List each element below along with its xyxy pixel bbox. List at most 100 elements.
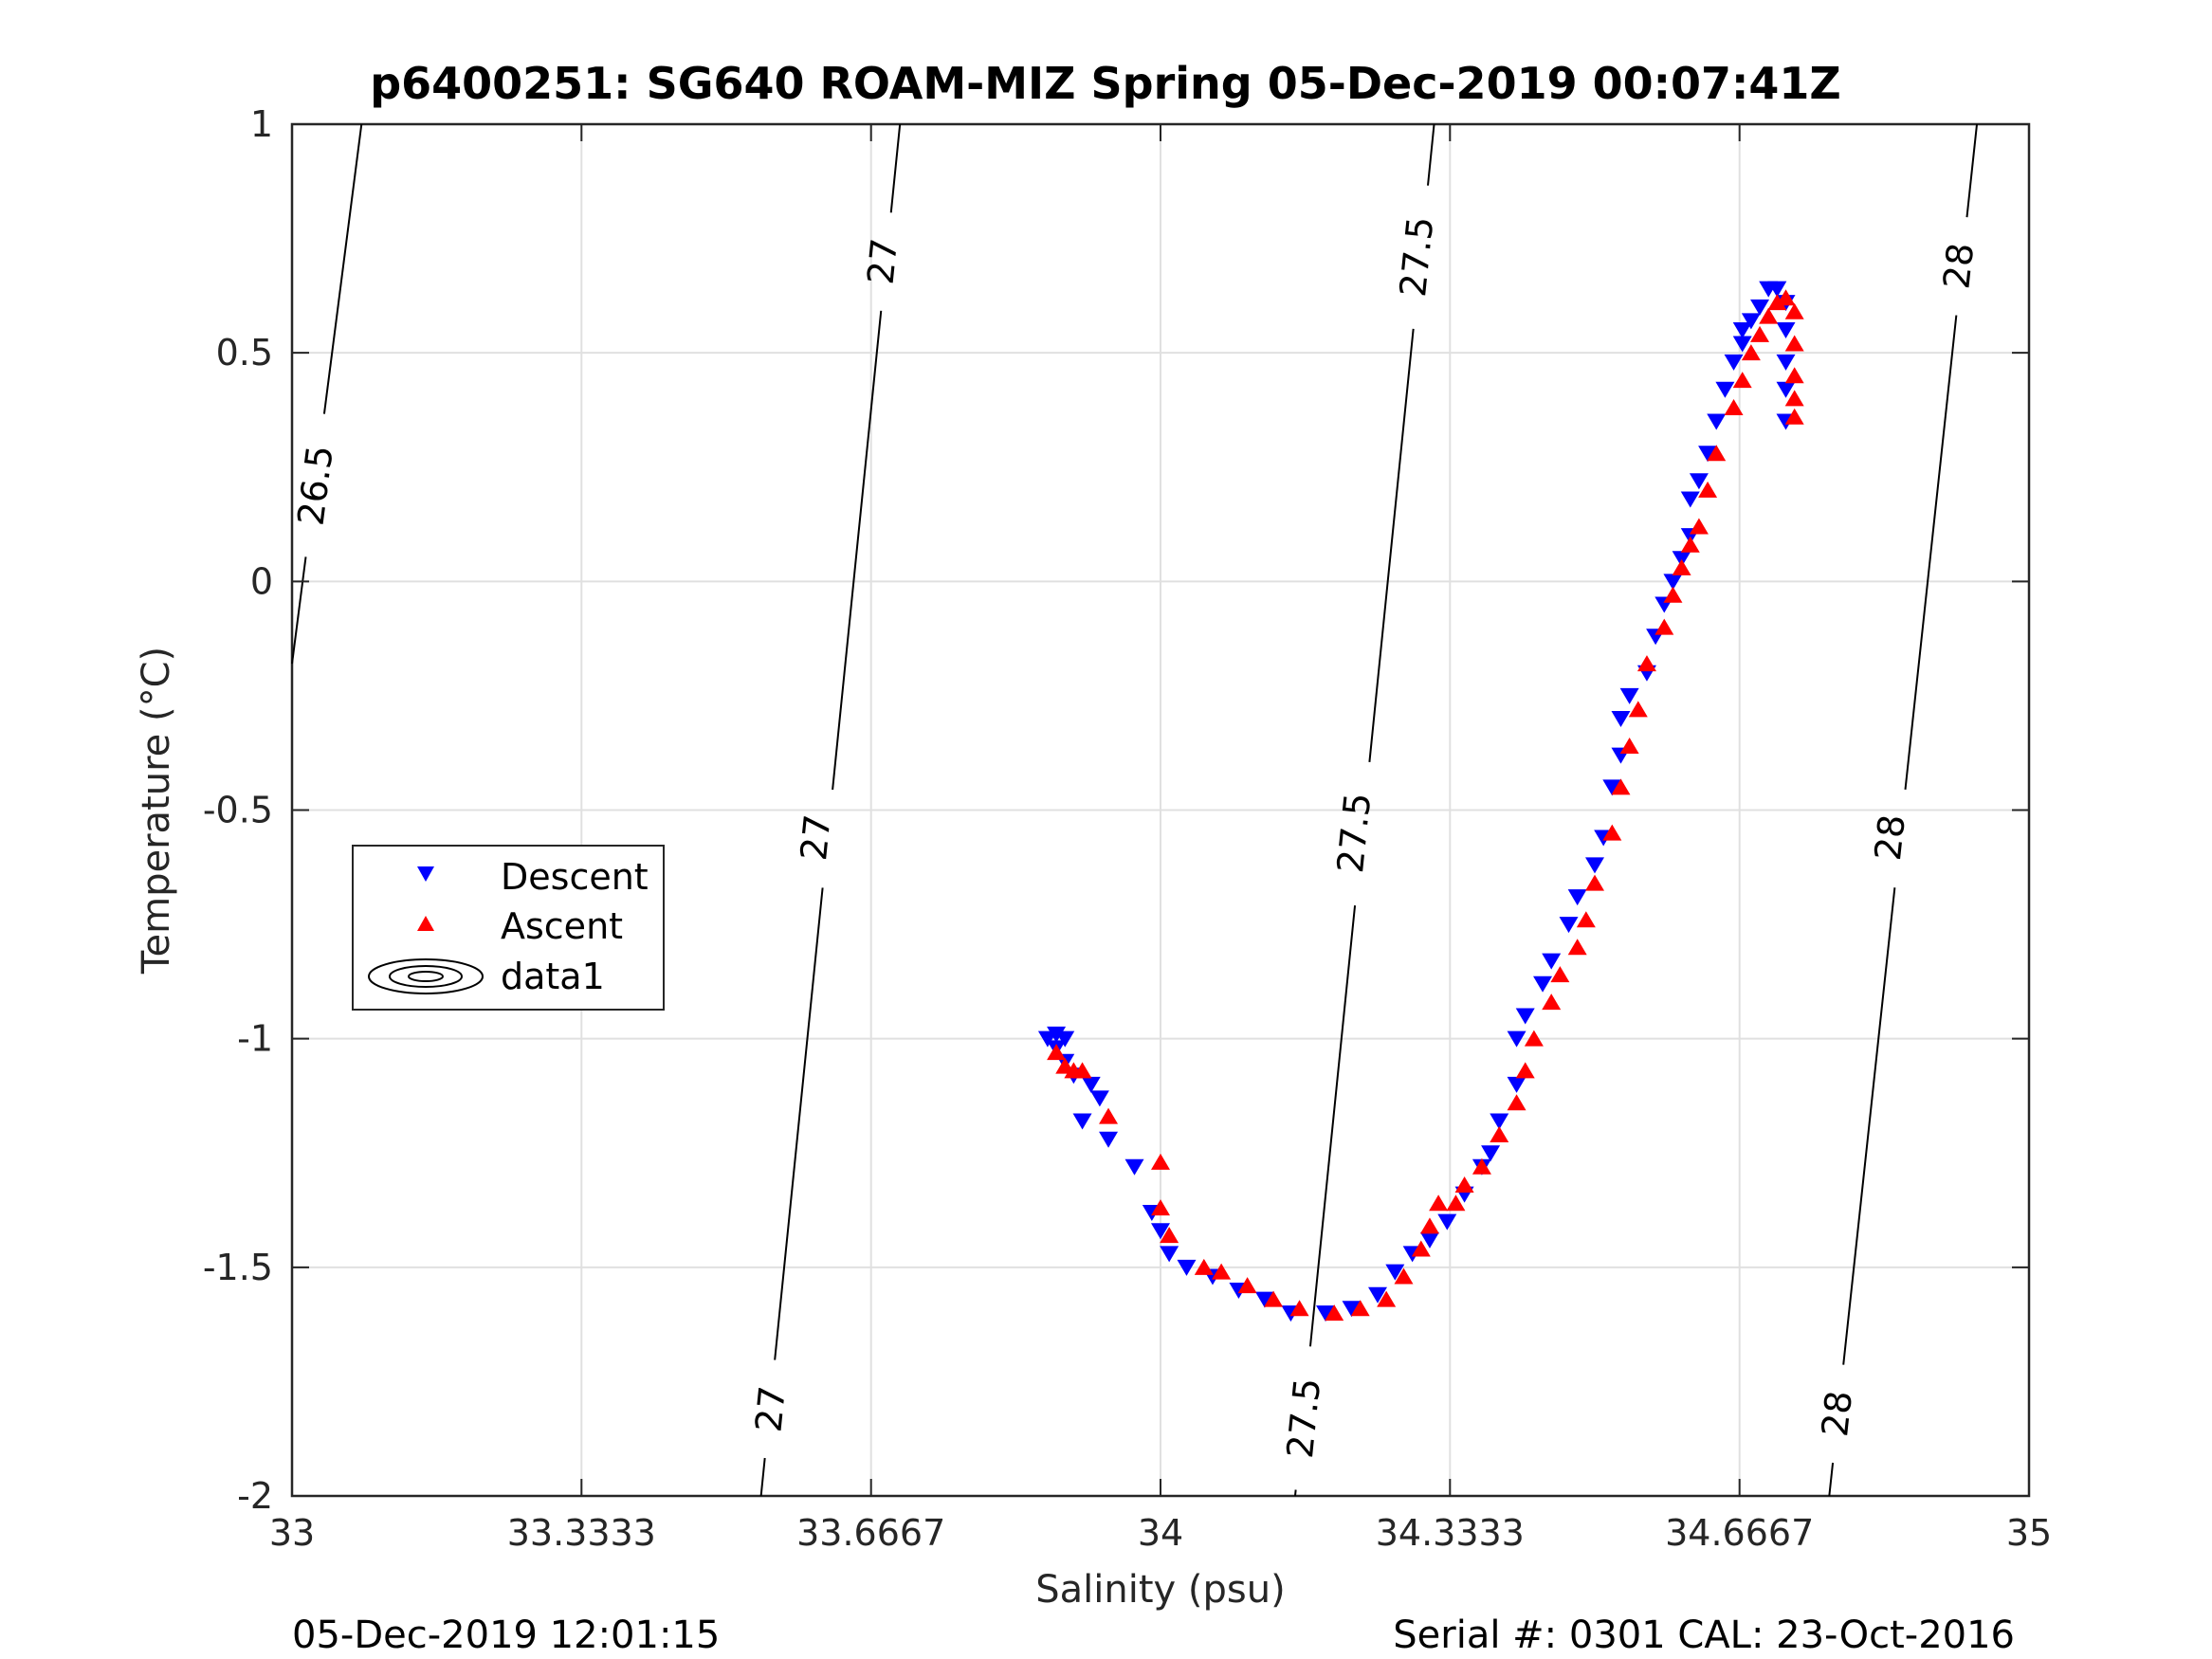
y-tick-label: 0.5 [216, 332, 273, 374]
x-axis-label: Salinity (psu) [1035, 1568, 1285, 1612]
descent-point [1715, 381, 1735, 398]
legend-ascent-label: Ascent [501, 905, 623, 947]
ascent-point [1099, 1107, 1119, 1124]
descent-point [1507, 1030, 1526, 1048]
contour-label: 27 [747, 1384, 794, 1434]
ascent-point [1151, 1199, 1170, 1216]
x-tick-label: 33 [269, 1512, 315, 1554]
ascent-point [1472, 1158, 1491, 1175]
ascent-point [1698, 481, 1718, 498]
ascent-point [1732, 372, 1752, 389]
ascent-point [1377, 1290, 1397, 1307]
ascent-point [1576, 911, 1596, 928]
ascent-point [1602, 824, 1622, 841]
legend-data1-label: data1 [501, 956, 605, 997]
contour-label: 28 [1935, 241, 1982, 291]
ascent-point [1542, 994, 1562, 1011]
descent-point [1567, 889, 1587, 906]
descent-point [1741, 313, 1761, 330]
descent-point [1419, 1231, 1439, 1249]
y-tick-label: -1 [237, 1018, 273, 1060]
descent-point [1663, 574, 1683, 591]
ascent-point [1350, 1300, 1370, 1317]
data-series [1037, 281, 1804, 1322]
ascent-point [1654, 618, 1674, 635]
ascent-point [1585, 874, 1604, 891]
descent-point [1689, 473, 1709, 490]
contour-label: 28 [1867, 812, 1913, 863]
ascent-point [1784, 367, 1804, 384]
contour-line [759, 1457, 766, 1497]
descent-point [1089, 1090, 1109, 1107]
descent-point [1724, 354, 1744, 371]
ascent-point [1784, 408, 1804, 425]
ascent-point [1550, 966, 1570, 983]
footer-timestamp: 05-Dec-2019 12:01:15 [292, 1613, 720, 1657]
descent-point [1151, 1223, 1170, 1240]
ascent-point [1663, 586, 1683, 603]
descent-point [1160, 1246, 1179, 1263]
legend-ascent-marker [417, 916, 434, 931]
y-tick-label: -1.5 [203, 1247, 273, 1288]
ascent-point [1072, 1062, 1092, 1079]
axis-ticks: 33 33.3333 33.6667 34 34.3333 34.6667 35 -2 -1.5… [203, 103, 2052, 1554]
ascent-point [1524, 1030, 1544, 1047]
ascent-point [1429, 1194, 1449, 1212]
descent-point [1481, 1145, 1501, 1162]
legend-contour-icon [368, 958, 484, 994]
contour-line [1368, 328, 1415, 762]
y-tick-label: -2 [237, 1475, 273, 1517]
descent-point [1385, 1264, 1405, 1281]
descent-point [1081, 1076, 1101, 1093]
contour-label: 27.5 [1279, 1376, 1328, 1461]
descent-point [1099, 1131, 1119, 1148]
x-tick-label: 33.6667 [796, 1512, 945, 1554]
x-tick-label: 34.6667 [1665, 1512, 1814, 1554]
contour-label: 27 [860, 236, 906, 286]
descent-point [1776, 354, 1796, 371]
y-tick-label: -0.5 [203, 790, 273, 831]
ascent-point [1446, 1194, 1466, 1212]
descent-point [1707, 413, 1727, 430]
descent-point [1750, 299, 1770, 316]
ascent-point [1237, 1277, 1257, 1294]
ascent-point [1741, 344, 1761, 361]
contour-line [774, 887, 824, 1360]
descent-point [1507, 1076, 1526, 1093]
descent-point [1542, 953, 1562, 970]
chart-title: p6400251: SG640 ROAM-MIZ Spring 05-Dec-2… [370, 58, 1841, 109]
ascent-point [1776, 289, 1796, 306]
ascent-point [1784, 335, 1804, 352]
contour-line [1828, 1462, 1835, 1497]
descent-point [1437, 1213, 1457, 1231]
descent-point [1776, 322, 1796, 339]
footer-serial-cal: Serial #: 0301 CAL: 23-Oct-2016 [1393, 1613, 2015, 1657]
ascent-point [1567, 939, 1587, 956]
ascent-point [1784, 302, 1804, 319]
legend-descent-marker [417, 866, 434, 882]
descent-point [1254, 1291, 1274, 1308]
ascent-point [1151, 1153, 1170, 1170]
descent-point [1776, 381, 1796, 398]
ascent-point [1264, 1290, 1284, 1307]
contour-line [322, 123, 363, 414]
ascent-point [1672, 558, 1691, 575]
contour-label: 28 [1814, 1389, 1860, 1439]
descent-point [1515, 1008, 1535, 1025]
ascent-point [1515, 1062, 1535, 1079]
legend-box [352, 845, 665, 1011]
descent-point [1732, 322, 1752, 339]
descent-point [1680, 491, 1700, 508]
contour-line [1842, 887, 1896, 1365]
ascent-point [1759, 307, 1779, 324]
descent-point [1124, 1158, 1144, 1176]
x-tick-label: 35 [2006, 1512, 2052, 1554]
ascent-point [1325, 1304, 1344, 1322]
contour-line [832, 310, 883, 791]
ascent-point [1047, 1044, 1067, 1061]
contour-label: 27.5 [1329, 791, 1379, 875]
descent-point [1602, 779, 1622, 796]
x-tick-label: 33.3333 [507, 1512, 656, 1554]
ascent-point [1419, 1217, 1439, 1234]
